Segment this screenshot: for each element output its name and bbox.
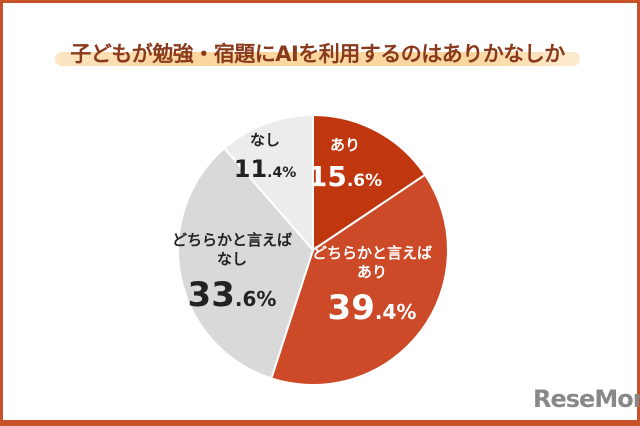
slice-value-label: 39.4% [328,288,417,328]
chart-title: 子どもが勉強・宿題にAIを利用するのはありかなしか [70,42,565,66]
pie-slice [312,113,427,252]
pie-slice [222,113,314,253]
chart-title-block: 子どもが勉強・宿題にAIを利用するのはありかなしか [55,38,580,68]
slice-value-label: 15.6% [308,160,382,193]
slice-value-label: 11.4% [234,155,297,183]
resemom-logo: ReseMom [533,385,640,413]
slice-label: どちらかと言えば [172,231,292,249]
title-highlight [55,52,580,66]
pie-slice [177,146,315,380]
slice-label: なし [250,131,280,149]
slice-value-label: 33.6% [188,275,277,315]
slice-label: なし [217,250,247,268]
slice-label: どちらかと言えば [312,244,432,262]
pie-slice [270,173,449,386]
slice-label: あり [330,136,360,154]
slice-label: あり [357,263,387,281]
